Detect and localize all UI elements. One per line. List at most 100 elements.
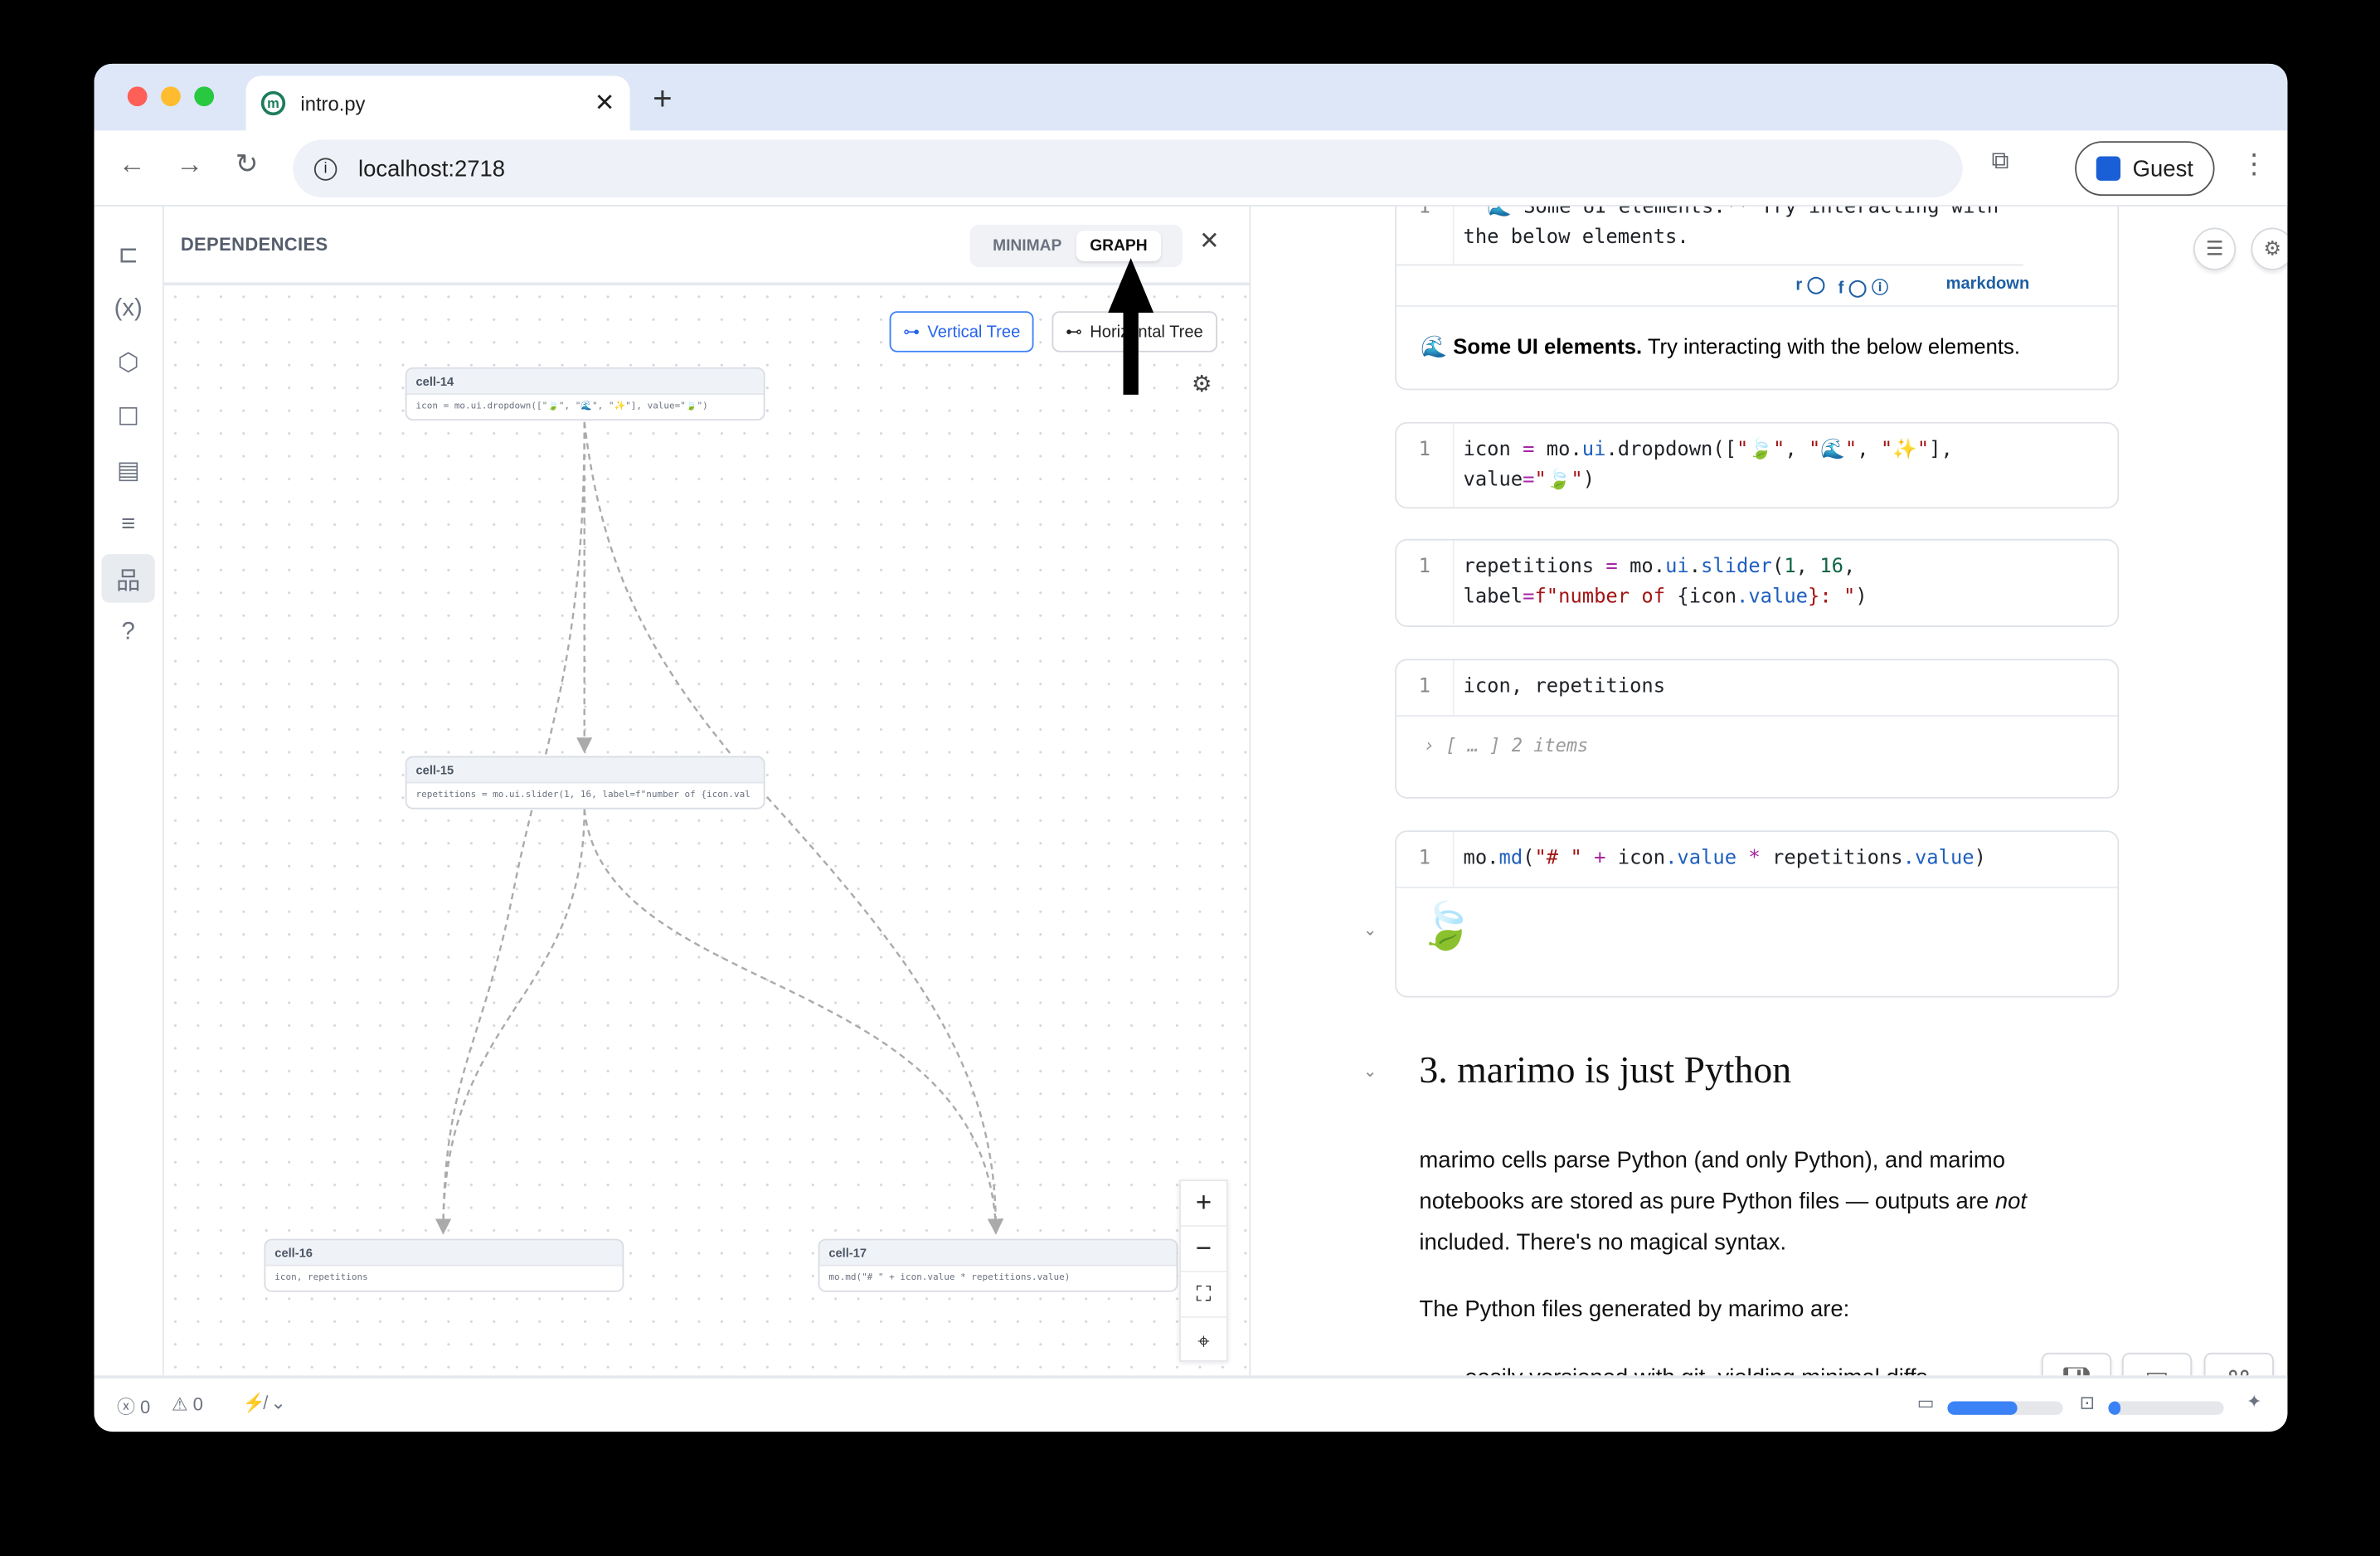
- code-token: ],: [1929, 438, 1953, 462]
- code-token: icon: [1463, 675, 1511, 698]
- reactive-flag[interactable]: r ◯: [1795, 276, 1826, 295]
- address-bar[interactable]: i localhost:2718: [293, 139, 1963, 197]
- status-bar: ⓧ 0 ⚠ 0 ⚡̸ ⌄ ▭ ⊡ ✦: [94, 1375, 2288, 1432]
- tab-minimap[interactable]: MINIMAP: [993, 236, 1062, 255]
- variables-icon[interactable]: (x): [114, 295, 143, 322]
- fit-view-button[interactable]: ⛶: [1181, 1272, 1226, 1318]
- code-token: =: [1510, 438, 1547, 462]
- save-button[interactable]: 💾︎: [2041, 1352, 2112, 1376]
- collapse-chevron-icon[interactable]: ⌄: [1362, 1062, 1377, 1082]
- code-token: "✨": [1880, 438, 1930, 462]
- site-info-icon[interactable]: i: [313, 157, 338, 180]
- package-icon[interactable]: ⬡: [117, 350, 139, 377]
- ai-bot-icon[interactable]: ☐: [117, 404, 139, 430]
- graph-node-cell-15[interactable]: cell-15 repetitions = mo.ui.slider(1, 16,…: [405, 756, 765, 810]
- code-token: }: ": [1808, 585, 1856, 609]
- code-token: ui: [1665, 555, 1689, 579]
- code-editor[interactable]: icon, repetitions: [1455, 660, 1678, 714]
- profile-icon: [2096, 156, 2121, 181]
- close-window-button[interactable]: [127, 86, 148, 107]
- new-tab-icon[interactable]: +: [653, 79, 673, 117]
- markdown-cell[interactable]: 1 ""🌊 Some UI elements.** Try interactin…: [1395, 206, 2120, 391]
- zoom-out-button[interactable]: −: [1181, 1227, 1226, 1272]
- node-code: mo.md("# " + icon.value * repetitions.va…: [828, 1272, 1071, 1283]
- close-tab-icon[interactable]: ✕: [594, 90, 615, 117]
- maximize-window-button[interactable]: [194, 86, 215, 107]
- graph-node-cell-14[interactable]: cell-14 icon = mo.ui.dropdown(["🍃", "🌊", …: [405, 367, 765, 421]
- code-editor[interactable]: mo.md("# " + icon.value * repetitions.va…: [1455, 832, 1999, 886]
- code-token: f"number of: [1534, 585, 1678, 609]
- locate-button[interactable]: ⌖: [1197, 1327, 1210, 1352]
- vertical-tree-button[interactable]: ⊶ Vertical Tree: [889, 311, 1034, 353]
- code-token: 1: [1784, 555, 1796, 579]
- code-token: {icon: [1677, 585, 1737, 609]
- edge-cell14-cell16: [435, 421, 585, 1235]
- code-token: .: [1487, 847, 1499, 870]
- node-title: cell-14: [406, 368, 764, 395]
- connection-toggle-icon[interactable]: ⚡̸ ⌄: [242, 1392, 286, 1414]
- graph-node-cell-16[interactable]: cell-16 icon, repetitions: [264, 1238, 624, 1292]
- tab-graph[interactable]: GRAPH: [1076, 231, 1162, 261]
- code-cell[interactable]: 1 repetitions = mo.ui.slider(1, 16, label…: [1395, 538, 2120, 627]
- output-text: Try interacting with the below elements.: [1642, 333, 2020, 358]
- code-token: .: [1653, 555, 1666, 579]
- list-output[interactable]: › [ … ] 2 items: [1396, 714, 2118, 773]
- dependencies-icon[interactable]: 品: [101, 554, 155, 603]
- reload-icon[interactable]: ↻: [235, 148, 259, 179]
- command-palette-button[interactable]: ⌘: [2203, 1352, 2274, 1376]
- file-tree-icon[interactable]: ⊏: [118, 242, 138, 269]
- code-cell[interactable]: 1 icon, repetitions › [ … ] 2 items: [1395, 659, 2120, 799]
- layout-button[interactable]: ▤: [2121, 1352, 2193, 1376]
- left-sidebar: ⊏ (x) ⬡ ☐ ▤ ≡ 品?: [94, 206, 164, 1376]
- code-token: .value: [1665, 847, 1737, 870]
- tab-title: intro.py: [300, 91, 366, 115]
- search-outline-icon[interactable]: ≡: [121, 510, 136, 537]
- menu-icon[interactable]: ☰: [2193, 227, 2237, 270]
- dependency-graph[interactable]: ⊶ Vertical Tree ⊷ Horizontal Tree ⚙ cell-1…: [163, 285, 1251, 1376]
- code-editor[interactable]: icon = mo.ui.dropdown(["🍃", "🌊", "✨"], v…: [1455, 424, 1965, 508]
- code-token: ,: [1843, 555, 1856, 579]
- code-token: md: [1498, 847, 1523, 870]
- code-token: mo: [1546, 438, 1571, 462]
- forward-icon[interactable]: →: [176, 148, 204, 179]
- help-icon[interactable]: ?: [121, 618, 135, 645]
- back-icon[interactable]: ←: [118, 148, 146, 179]
- para-em: not: [1994, 1189, 2028, 1215]
- minimize-window-button[interactable]: [161, 86, 181, 107]
- flag-f-label: f: [1838, 279, 1844, 298]
- fstring-flag[interactable]: f ◯ ⓘ: [1838, 279, 1889, 298]
- horizontal-tree-icon: ⊷: [1065, 323, 1083, 342]
- browser-tab[interactable]: m intro.py ✕: [245, 75, 630, 131]
- line-number: 1: [1396, 206, 1455, 265]
- code-cell[interactable]: 1 mo.md("# " + icon.value * repetitions.v…: [1395, 830, 2120, 998]
- edge-cell14-cell17: [583, 421, 1004, 1235]
- language-label[interactable]: markdown: [1945, 275, 2030, 294]
- warnings-indicator[interactable]: ⚠ 0: [171, 1393, 203, 1415]
- browser-toolbar: ← → ↻ i localhost:2718 ⧉ Guest ⋮: [94, 130, 2288, 207]
- errors-indicator[interactable]: ⓧ 0: [116, 1396, 151, 1418]
- code-token: repetitions: [1463, 555, 1595, 579]
- code-token: mo: [1630, 555, 1654, 579]
- close-panel-icon[interactable]: ✕: [1199, 229, 1220, 255]
- markdown-output: 🌊 Some UI elements. Try interacting with…: [1396, 304, 2118, 375]
- code-cell[interactable]: 1 icon = mo.ui.dropdown(["🍃", "🌊", "✨"], …: [1395, 421, 2120, 509]
- graph-settings-icon[interactable]: ⚙: [1191, 372, 1212, 398]
- zoom-in-button[interactable]: +: [1181, 1181, 1226, 1227]
- code-token: (: [1523, 847, 1535, 870]
- memory-usage-bar: [1947, 1401, 2063, 1415]
- graph-node-cell-17[interactable]: cell-17 mo.md("# " + icon.value * repetit…: [818, 1238, 1178, 1292]
- settings-icon[interactable]: ⚙: [2251, 227, 2288, 270]
- collapse-chevron-icon[interactable]: ⌄: [1362, 921, 1377, 941]
- node-title: cell-17: [819, 1240, 1177, 1267]
- error-count: 0: [140, 1396, 151, 1418]
- documentation-icon[interactable]: ▤: [116, 458, 140, 484]
- code-token: slider: [1701, 555, 1773, 579]
- screen-search-icon[interactable]: ⧉: [1991, 148, 2009, 175]
- graph-edges: [435, 421, 1004, 1235]
- ai-sparkle-icon[interactable]: ✦: [2246, 1390, 2262, 1413]
- code-token: repetitions: [1772, 847, 1903, 870]
- code-editor[interactable]: repetitions = mo.ui.slider(1, 16, label=…: [1455, 541, 1880, 625]
- browser-menu-icon[interactable]: ⋮: [2240, 148, 2268, 179]
- profile-button[interactable]: Guest: [2075, 141, 2215, 197]
- code-token: .: [1688, 555, 1702, 579]
